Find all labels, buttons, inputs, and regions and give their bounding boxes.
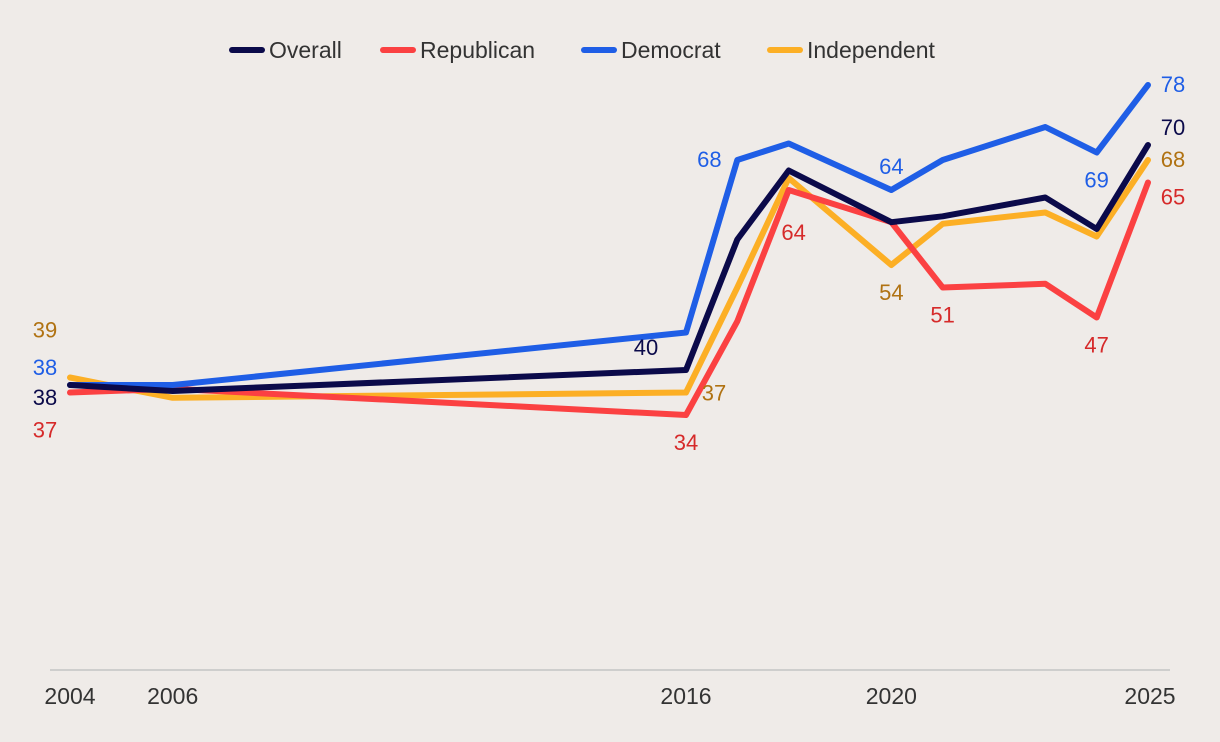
x-tick-label-2006: 2006 [147,683,198,709]
data-label-republican-2018: 64 [781,220,805,245]
data-label-republican-2004: 37 [33,418,57,443]
series-line-independent [67,157,1151,401]
data-label-republican-2024: 47 [1084,333,1108,358]
x-tick-label-2025: 2025 [1124,683,1175,709]
series-lines [67,82,1151,418]
data-label-republican-2016: 34 [674,430,698,455]
legend-label-independent: Independent [807,37,936,63]
data-label-independent-2016: 37 [702,381,726,406]
data-label-independent-2004: 39 [33,318,57,343]
legend: Overall Republican Democrat Independent [229,37,936,63]
legend-label-republican: Republican [420,37,535,63]
data-label-democrat-2020: 64 [879,154,903,179]
series-line-democrat [67,82,1151,388]
series-line-republican [67,179,1151,418]
data-label-independent-2025: 68 [1161,147,1185,172]
x-tick-label-2016: 2016 [660,683,711,709]
legend-item-democrat[interactable]: Democrat [581,37,721,63]
x-axis-ticks: 2004 2006 2016 2020 2025 [44,683,1175,709]
data-label-overall-2004: 38 [33,385,57,410]
legend-label-democrat: Democrat [621,37,721,63]
legend-item-republican[interactable]: Republican [380,37,535,63]
data-label-democrat-2024: 69 [1084,168,1108,193]
data-label-democrat-2004: 38 [33,355,57,380]
data-label-republican-2025: 65 [1161,185,1185,210]
x-tick-label-2004: 2004 [44,683,95,709]
data-label-overall-2016: 40 [634,335,658,360]
x-tick-label-2020: 2020 [866,683,917,709]
data-label-democrat-2025: 78 [1161,72,1185,97]
series-line-overall [67,142,1151,394]
legend-item-independent[interactable]: Independent [767,37,936,63]
data-label-independent-2020: 54 [879,280,903,305]
data-label-overall-2025: 70 [1161,115,1185,140]
legend-item-overall[interactable]: Overall [229,37,342,63]
data-label-democrat-2017: 68 [697,147,721,172]
legend-label-overall: Overall [269,37,342,63]
data-label-republican-2021: 51 [930,303,954,328]
